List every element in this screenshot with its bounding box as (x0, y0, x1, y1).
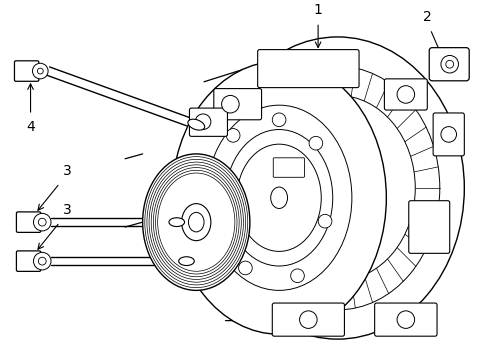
Circle shape (33, 252, 51, 270)
FancyBboxPatch shape (16, 212, 41, 232)
FancyBboxPatch shape (409, 201, 450, 253)
FancyBboxPatch shape (273, 158, 304, 177)
Circle shape (33, 213, 51, 231)
Ellipse shape (172, 61, 386, 334)
FancyBboxPatch shape (429, 48, 469, 81)
Text: 3: 3 (63, 164, 72, 178)
Circle shape (196, 114, 211, 130)
Circle shape (38, 218, 46, 226)
Circle shape (318, 214, 332, 228)
Text: 4: 4 (26, 120, 35, 134)
FancyBboxPatch shape (375, 303, 437, 336)
FancyBboxPatch shape (433, 113, 465, 156)
Circle shape (299, 311, 317, 328)
Circle shape (291, 269, 304, 283)
Ellipse shape (169, 218, 185, 226)
Ellipse shape (188, 119, 205, 130)
Circle shape (272, 113, 286, 127)
FancyBboxPatch shape (272, 303, 344, 336)
Circle shape (239, 261, 252, 275)
Circle shape (32, 63, 48, 79)
Circle shape (397, 311, 415, 328)
Ellipse shape (189, 212, 204, 232)
Ellipse shape (182, 204, 211, 241)
Ellipse shape (179, 257, 195, 266)
Text: 3: 3 (63, 203, 72, 217)
Circle shape (38, 257, 46, 265)
FancyBboxPatch shape (16, 251, 41, 271)
FancyBboxPatch shape (384, 79, 427, 110)
Ellipse shape (143, 154, 250, 291)
Ellipse shape (211, 37, 465, 339)
Ellipse shape (260, 95, 415, 281)
Circle shape (441, 127, 457, 142)
FancyBboxPatch shape (190, 108, 227, 136)
Ellipse shape (270, 187, 288, 208)
Text: 2: 2 (423, 10, 432, 24)
Circle shape (226, 129, 240, 142)
Circle shape (441, 55, 459, 73)
Text: 1: 1 (314, 4, 322, 17)
Ellipse shape (206, 105, 352, 291)
Circle shape (397, 86, 415, 103)
FancyBboxPatch shape (214, 89, 262, 120)
Ellipse shape (237, 144, 321, 251)
FancyBboxPatch shape (15, 61, 39, 81)
FancyBboxPatch shape (258, 50, 359, 87)
Ellipse shape (225, 130, 333, 266)
Circle shape (309, 136, 323, 150)
Circle shape (446, 60, 454, 68)
Circle shape (37, 68, 43, 74)
Circle shape (221, 95, 239, 113)
